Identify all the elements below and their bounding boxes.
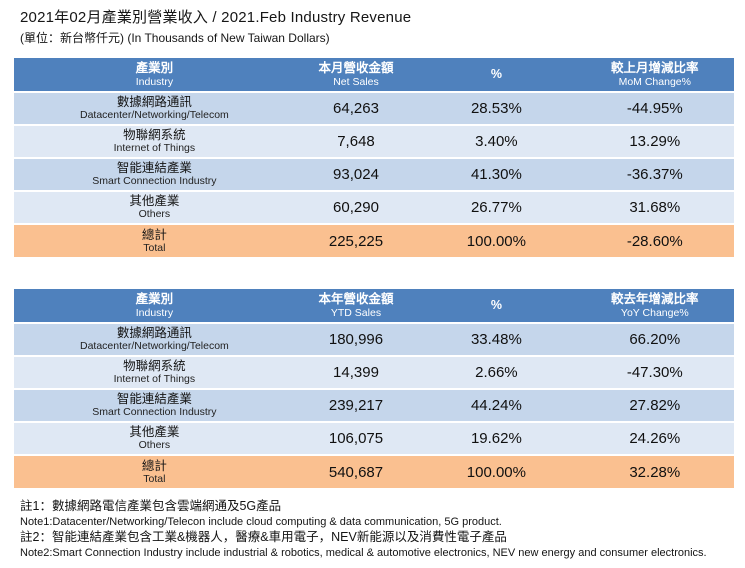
percent-value: 33.48% [417,322,576,356]
percent-value: 3.40% [417,124,576,158]
percent-value: 41.30% [417,157,576,191]
page-subtitle: (單位：新台幣仟元) (In Thousands of New Taiwan D… [20,31,330,45]
note2-zh: 註2：智能連結產業包含工業&機器人，醫療&車用電子，NEV新能源以及消費性電子產… [20,530,507,544]
header-mom-change: 較上月增減比率 MoM Change% [575,56,734,92]
ytd-header-row: 產業別 Industry 本年營收金額 YTD Sales % 較去年增減比率 … [14,287,734,323]
industry-label: 其他產業 Others [14,421,295,455]
total-ytd-sales-value: 540,687 [294,454,418,488]
ytd-sales-value: 14,399 [294,355,418,389]
table-row: 物聯網系統 Internet of Things 7,648 3.40% 13.… [14,124,734,158]
table-row: 其他產業 Others 60,290 26.77% 31.68% [14,190,734,224]
table-row: 智能連結產業 Smart Connection Industry 239,217… [14,388,734,422]
note1-zh: 註1：數據網路電信產業包含雲端網通及5G產品 [20,499,282,513]
note2-en: Note2:Smart Connection Industry include … [20,547,707,559]
mom-change-value: 31.68% [575,190,734,224]
header-yoy-change: 較去年增減比率 YoY Change% [575,287,734,323]
ytd-sales-value: 106,075 [294,421,418,455]
industry-label: 智能連結產業 Smart Connection Industry [14,388,295,422]
header-percent: % [417,287,576,323]
monthly-header-row: 產業別 Industry 本月營收金額 Net Sales % 較上月增減比率 … [14,56,734,92]
percent-value: 28.53% [417,91,576,125]
percent-value: 2.66% [417,355,576,389]
header-industry: 產業別 Industry [14,56,295,92]
net-sales-value: 64,263 [294,91,418,125]
header-yoy-change-en: YoY Change% [620,306,689,319]
industry-label: 數據網路通訊 Datacenter/Networking/Telecom [14,91,295,125]
header-net-sales-zh: 本月營收金額 [318,60,394,75]
percent-value: 19.62% [417,421,576,455]
header-industry-en: Industry [135,75,174,88]
table-row: 數據網路通訊 Datacenter/Networking/Telecom 180… [14,322,734,356]
header-net-sales-en: Net Sales [333,75,379,88]
mom-change-value: -44.95% [575,91,734,125]
table-row: 物聯網系統 Internet of Things 14,399 2.66% -4… [14,355,734,389]
yoy-change-value: 24.26% [575,421,734,455]
total-label: 總計 Total [14,454,295,488]
footnotes: 註1：數據網路電信產業包含雲端網通及5G產品 Note1:Datacenter/… [20,498,745,560]
yoy-change-value: 27.82% [575,388,734,422]
header-percent-label: % [490,67,502,81]
industry-label: 物聯網系統 Internet of Things [14,355,295,389]
header-mom-change-zh: 較上月增減比率 [611,60,699,75]
header-industry: 產業別 Industry [14,287,295,323]
net-sales-value: 7,648 [294,124,418,158]
total-net-sales-value: 225,225 [294,223,418,257]
header-industry-zh: 產業別 [135,291,174,306]
percent-value: 26.77% [417,190,576,224]
header-net-sales: 本月營收金額 Net Sales [294,56,418,92]
mom-change-value: -36.37% [575,157,734,191]
header-industry-zh: 產業別 [135,60,174,75]
yoy-change-value: 66.20% [575,322,734,356]
ytd-sales-value: 180,996 [294,322,418,356]
table-row: 其他產業 Others 106,075 19.62% 24.26% [14,421,734,455]
ytd-sales-value: 239,217 [294,388,418,422]
mom-change-value: 13.29% [575,124,734,158]
yoy-change-value: -47.30% [575,355,734,389]
header-ytd-sales-en: YTD Sales [330,306,382,319]
header-percent-label: % [490,298,502,312]
industry-label: 其他產業 Others [14,190,295,224]
table-row: 數據網路通訊 Datacenter/Networking/Telecom 64,… [14,91,734,125]
header-yoy-change-zh: 較去年增減比率 [611,291,699,306]
industry-label: 數據網路通訊 Datacenter/Networking/Telecom [14,322,295,356]
percent-value: 44.24% [417,388,576,422]
industry-label: 物聯網系統 Internet of Things [14,124,295,158]
total-mom-change-value: -28.60% [575,223,734,257]
note1-en: Note1:Datacenter/Networking/Telecon incl… [20,516,502,528]
header-ytd-sales: 本年營收金額 YTD Sales [294,287,418,323]
page-title: 2021年02月產業別營業收入 / 2021.Feb Industry Reve… [20,9,412,26]
header-industry-en: Industry [135,306,174,319]
net-sales-value: 93,024 [294,157,418,191]
header-mom-change-en: MoM Change% [618,75,691,88]
total-row: 總計 Total 225,225 100.00% -28.60% [14,223,734,257]
net-sales-value: 60,290 [294,190,418,224]
table-row: 智能連結產業 Smart Connection Industry 93,024 … [14,157,734,191]
header-ytd-sales-zh: 本年營收金額 [318,291,394,306]
total-row: 總計 Total 540,687 100.00% 32.28% [14,454,734,488]
total-label: 總計 Total [14,223,295,257]
industry-label: 智能連結產業 Smart Connection Industry [14,157,295,191]
ytd-revenue-table: 產業別 Industry 本年營收金額 YTD Sales % 較去年增減比率 … [14,287,734,488]
monthly-revenue-table: 產業別 Industry 本月營收金額 Net Sales % 較上月增減比率 … [14,56,734,257]
total-yoy-change-value: 32.28% [575,454,734,488]
header-percent: % [417,56,576,92]
total-percent-value: 100.00% [417,223,576,257]
total-percent-value: 100.00% [417,454,576,488]
